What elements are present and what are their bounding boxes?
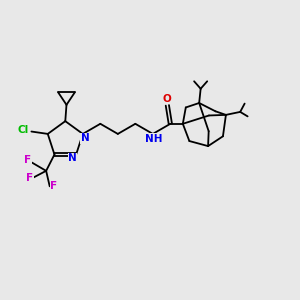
Text: N: N <box>68 153 77 163</box>
Text: N: N <box>81 133 90 143</box>
Text: NH: NH <box>145 134 163 144</box>
Text: F: F <box>50 181 57 191</box>
Text: O: O <box>163 94 172 104</box>
Text: Cl: Cl <box>17 125 29 135</box>
Text: F: F <box>26 173 33 183</box>
Text: F: F <box>24 154 31 165</box>
